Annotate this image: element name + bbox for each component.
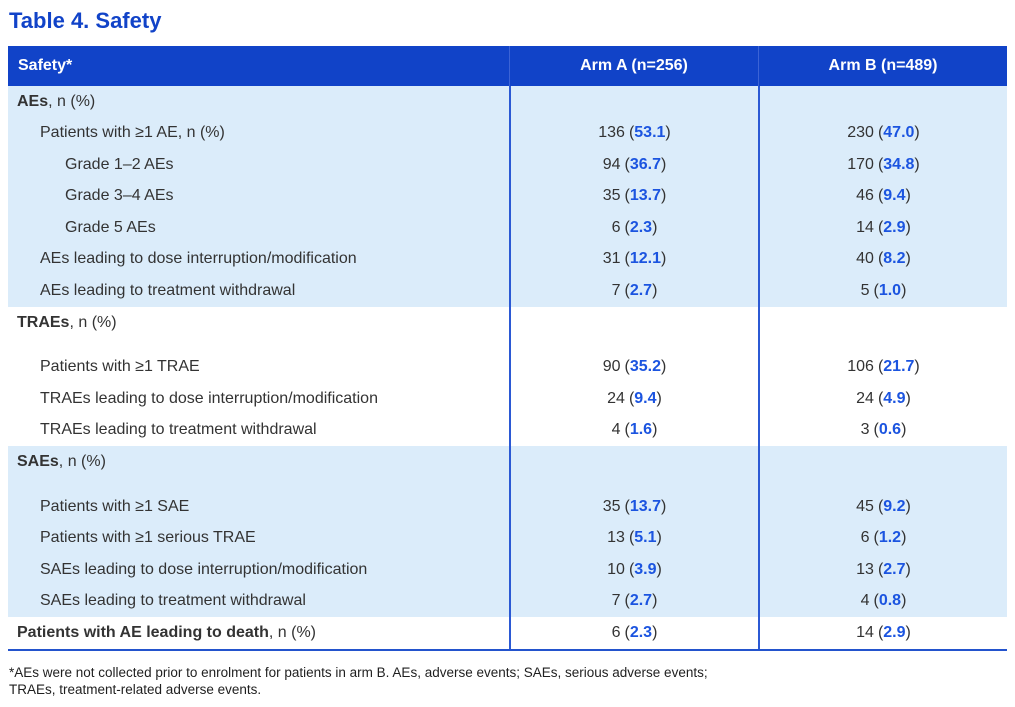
table-row-patients-ge1-serious-trae: Patients with ≥1 serious TRAE 13(5.1) 6(… (8, 522, 1007, 554)
row-label: TRAEs leading to treatment withdrawal (40, 421, 317, 439)
table-row-traes-withdrawal: TRAEs leading to treatment withdrawal 4(… (8, 414, 1007, 446)
row-label: AEs, n (%) (17, 92, 96, 110)
arm-b-cell: 13(2.7) (758, 554, 1007, 586)
arm-b-cell (758, 446, 1007, 491)
safety-table: Safety* Arm A (n=256) Arm B (n=489) AEs,… (8, 46, 1007, 651)
row-label: TRAEs, n (%) (17, 313, 117, 331)
arm-a-cell: 7(2.7) (509, 275, 758, 307)
row-label: SAEs leading to treatment withdrawal (40, 592, 306, 610)
arm-b-cell: 14(2.9) (758, 212, 1007, 244)
table-row-aes-dose-interruption: AEs leading to dose interruption/modific… (8, 243, 1007, 275)
table-header-row: Safety* Arm A (n=256) Arm B (n=489) (8, 46, 1007, 86)
arm-a-cell: 90(35.2) (509, 351, 758, 383)
arm-b-cell (758, 306, 1007, 352)
arm-b-cell: 45(9.2) (758, 491, 1007, 523)
table-row-ae-leading-to-death: Patients with AE leading to death, n (%)… (8, 617, 1007, 649)
row-label: Grade 3–4 AEs (65, 187, 174, 205)
footnote-line-2: TRAEs, treatment-related adverse events. (9, 681, 262, 697)
arm-b-cell: 24(4.9) (758, 383, 1007, 415)
arm-a-cell: 4(1.6) (509, 414, 758, 446)
arm-b-cell: 46(9.4) (758, 180, 1007, 212)
arm-a-cell: 7(2.7) (509, 585, 758, 617)
arm-b-cell: 106(21.7) (758, 351, 1007, 383)
header-safety: Safety* (18, 57, 73, 74)
arm-a-cell: 6(2.3) (509, 617, 758, 649)
row-label: Grade 1–2 AEs (65, 155, 174, 173)
row-label: AEs leading to treatment withdrawal (40, 281, 296, 299)
footnote-line-1: *AEs were not collected prior to enrolme… (9, 664, 708, 680)
arm-a-cell: 31(12.1) (509, 243, 758, 275)
section-traes: TRAEs, n (%) Patients with ≥1 TRAE 90(35… (8, 306, 1007, 446)
row-label: SAEs leading to dose interruption/modifi… (40, 560, 368, 578)
table-row-patients-ge1-trae: Patients with ≥1 TRAE 90(35.2) 106(21.7) (8, 351, 1007, 383)
row-label: TRAEs leading to dose interruption/modif… (40, 389, 378, 407)
arm-b-cell: 14(2.9) (758, 617, 1007, 649)
section-saes: SAEs, n (%) Patients with ≥1 SAE 35(13.7… (8, 446, 1007, 617)
table-footnote: *AEs were not collected prior to enrolme… (9, 664, 1007, 698)
table-row-saes-header: SAEs, n (%) (8, 446, 1007, 491)
table-row-grade-1-2: Grade 1–2 AEs 94(36.7) 170(34.8) (8, 149, 1007, 181)
arm-b-cell: 40(8.2) (758, 243, 1007, 275)
arm-b-cell (758, 86, 1007, 118)
arm-a-cell (509, 306, 758, 352)
row-label: Patients with ≥1 AE, n (%) (40, 124, 225, 142)
table-row-saes-dose-interruption: SAEs leading to dose interruption/modifi… (8, 554, 1007, 586)
row-label: Patients with ≥1 serious TRAE (40, 529, 256, 547)
row-label: Grade 5 AEs (65, 218, 156, 236)
header-arm-a: Arm A (n=256) (509, 46, 758, 86)
row-label: Patients with AE leading to death, n (%) (17, 623, 316, 641)
arm-a-cell (509, 86, 758, 118)
arm-a-cell: 6(2.3) (509, 212, 758, 244)
header-arm-b: Arm B (n=489) (758, 46, 1007, 86)
table-row-traes-dose-interruption: TRAEs leading to dose interruption/modif… (8, 383, 1007, 415)
arm-b-cell: 5(1.0) (758, 275, 1007, 307)
table-row-aes-withdrawal: AEs leading to treatment withdrawal 7(2.… (8, 275, 1007, 307)
arm-a-cell (509, 446, 758, 491)
row-label: Patients with ≥1 TRAE (40, 358, 200, 376)
arm-b-cell: 230(47.0) (758, 117, 1007, 149)
table-row-patients-ge1-ae: Patients with ≥1 AE, n (%) 136(53.1) 230… (8, 117, 1007, 149)
table-title: Table 4. Safety (9, 8, 162, 33)
table-row-traes-header: TRAEs, n (%) (8, 306, 1007, 352)
arm-a-cell: 24(9.4) (509, 383, 758, 415)
table-row-saes-withdrawal: SAEs leading to treatment withdrawal 7(2… (8, 585, 1007, 617)
arm-b-cell: 170(34.8) (758, 149, 1007, 181)
row-label: AEs leading to dose interruption/modific… (40, 250, 357, 268)
arm-a-cell: 35(13.7) (509, 491, 758, 523)
arm-b-cell: 3(0.6) (758, 414, 1007, 446)
table-row-patients-ge1-sae: Patients with ≥1 SAE 35(13.7) 45(9.2) (8, 491, 1007, 523)
arm-a-cell: 35(13.7) (509, 180, 758, 212)
arm-a-cell: 10(3.9) (509, 554, 758, 586)
table-row-grade-3-4: Grade 3–4 AEs 35(13.7) 46(9.4) (8, 180, 1007, 212)
arm-a-cell: 94(36.7) (509, 149, 758, 181)
row-label: SAEs, n (%) (17, 453, 106, 470)
arm-b-cell: 6(1.2) (758, 522, 1007, 554)
table-row-grade-5: Grade 5 AEs 6(2.3) 14(2.9) (8, 212, 1007, 244)
arm-a-cell: 13(5.1) (509, 522, 758, 554)
arm-a-cell: 136(53.1) (509, 117, 758, 149)
table-body: AEs, n (%) Patients with ≥1 AE, n (%) 13… (8, 86, 1007, 649)
row-label: Patients with ≥1 SAE (40, 497, 190, 515)
section-aes: AEs, n (%) Patients with ≥1 AE, n (%) 13… (8, 86, 1007, 307)
section-death: Patients with AE leading to death, n (%)… (8, 617, 1007, 649)
table-row-aes-header: AEs, n (%) (8, 86, 1007, 118)
arm-b-cell: 4(0.8) (758, 585, 1007, 617)
